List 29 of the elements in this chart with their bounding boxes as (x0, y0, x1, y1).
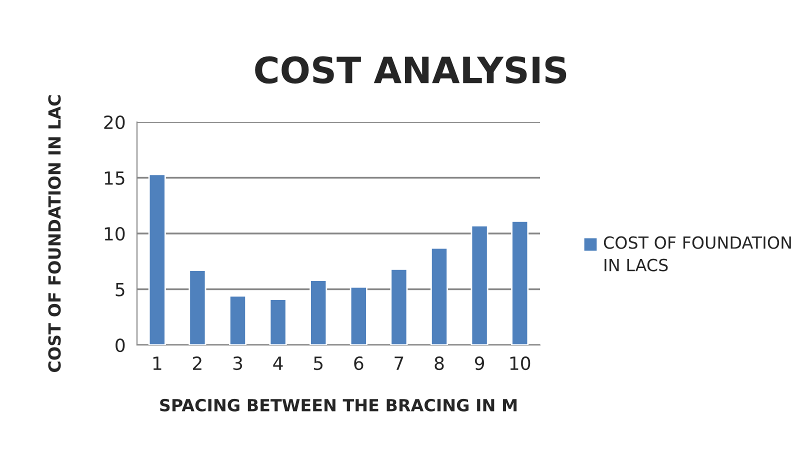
bar (148, 174, 166, 345)
x-tick-label: 10 (510, 356, 530, 370)
bar (470, 225, 488, 345)
bar (188, 270, 206, 345)
x-tick-label: 2 (193, 356, 202, 370)
bar (430, 247, 448, 345)
x-tick-label: 7 (394, 356, 404, 370)
bar (228, 295, 247, 345)
legend-label: COST OF FOUNDATION IN LACS (604, 236, 791, 272)
chart-title: COST ANALYSIS (255, 56, 566, 84)
y-tick-label: 10 (104, 226, 125, 241)
x-tick-label: 4 (273, 356, 283, 370)
y-tick-label: 5 (116, 282, 124, 296)
bar (269, 298, 287, 345)
x-tick-label: 9 (474, 356, 484, 370)
x-tick-label: 6 (354, 356, 364, 370)
bar (390, 268, 408, 345)
x-tick-label: 1 (153, 356, 162, 370)
bar (350, 286, 368, 345)
x-tick-label: 3 (233, 356, 242, 370)
y-tick-label: 20 (104, 115, 125, 130)
y-tick-label: 0 (116, 338, 125, 352)
y-tick-label: 15 (104, 171, 124, 185)
bar (310, 280, 328, 345)
x-axis-title: SPACING BETWEEN THE BRACING IN M (160, 398, 517, 412)
bar (511, 220, 529, 345)
x-tick-label: 8 (434, 356, 444, 370)
y-axis-title: COST OF FOUNDATION IN LAC (48, 95, 61, 372)
x-tick-label: 5 (314, 356, 323, 370)
